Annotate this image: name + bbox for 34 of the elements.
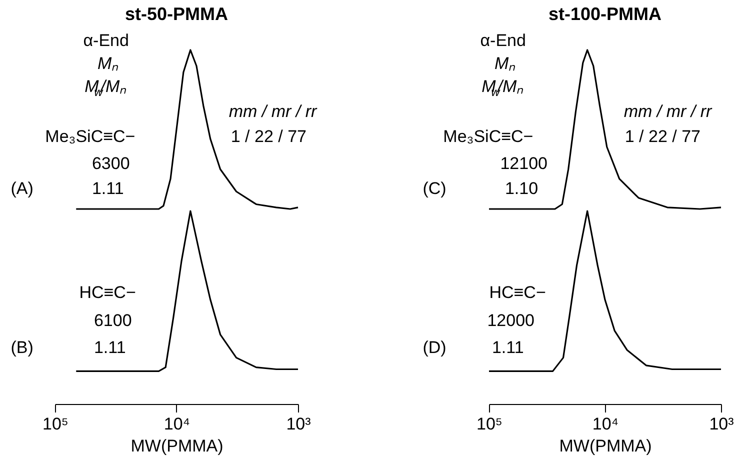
x-axis-title: MW(PMMA)	[559, 436, 652, 456]
annotation: HC≡C−	[489, 283, 546, 302]
text: (B)	[10, 338, 34, 357]
x-axis-title: MW(PMMA)	[130, 436, 224, 456]
x-tick-label: 10⁵	[476, 414, 502, 434]
annotation: 6100	[94, 311, 132, 330]
annotation: 1 / 22 / 77	[230, 127, 307, 146]
annotation: Mₙ	[494, 54, 516, 73]
x-tick-label: 10⁴	[592, 414, 619, 434]
text: (C)	[422, 179, 446, 198]
chart-title: st-50-PMMA	[124, 4, 228, 24]
x-tick-label: 10³	[286, 414, 312, 434]
annotation: Me₃SiC≡C−	[45, 127, 136, 146]
annotation: 1.11	[94, 338, 126, 357]
text: (A)	[10, 179, 34, 198]
annotation: mm / mr / rr	[228, 102, 318, 121]
annotation: 1 / 22 / 77	[624, 127, 701, 146]
annotation: 1.11	[92, 179, 124, 198]
annotation: 12000	[487, 311, 534, 330]
annotation: Mₙ	[97, 54, 119, 73]
text: (D)	[422, 338, 446, 357]
annotation: 6300	[92, 154, 130, 173]
x-tick-label: 10⁵	[42, 414, 68, 434]
annotation: HC≡C−	[79, 283, 136, 302]
x-tick-label: 10³	[709, 414, 734, 434]
annotation: Me₃SiC≡C−	[443, 127, 534, 146]
annotation: α-End	[83, 31, 129, 50]
annotation: mm / mr / rr	[624, 102, 714, 121]
annotation: 12100	[500, 154, 548, 173]
chart-title: st-100-PMMA	[548, 4, 662, 24]
annotation: α-End	[480, 31, 526, 50]
x-tick-label: 10⁴	[164, 414, 190, 434]
annotation: 1.10	[504, 179, 538, 198]
annotation: 1.11	[492, 338, 524, 357]
